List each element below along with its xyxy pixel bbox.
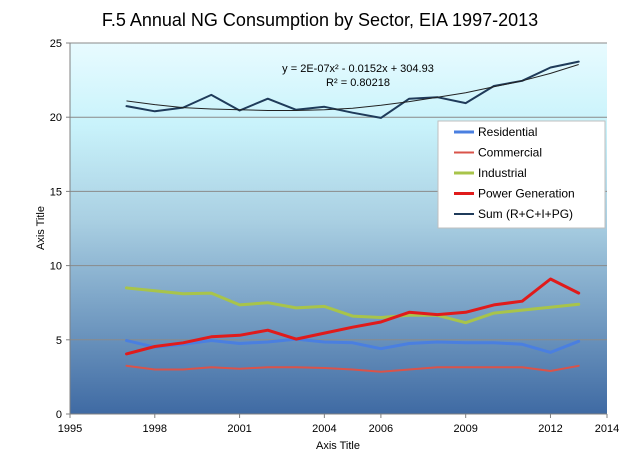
y-tick-label: 5 [56, 335, 62, 347]
trendline-group [126, 64, 579, 111]
legend-label: Residential [478, 125, 537, 139]
x-tick-label: 2001 [227, 423, 251, 435]
x-tick-label: 2004 [312, 423, 336, 435]
trendline-equation: y = 2E-07x² - 0.0152x + 304.93 [282, 63, 434, 75]
y-tick-label: 0 [56, 409, 62, 421]
legend-label: Industrial [478, 166, 527, 180]
legend-label: Commercial [478, 146, 542, 160]
series-line-industrial [125, 286, 581, 325]
legend-label: Power Generation [478, 187, 575, 201]
x-tick-label: 1998 [143, 423, 167, 435]
series-line-power-generation [125, 277, 581, 356]
series-line-sum-r-c-i-pg [125, 60, 580, 119]
series-lines [125, 60, 581, 373]
y-axis-title: Axis Title [35, 206, 47, 250]
y-tick-label: 25 [50, 38, 62, 50]
y-tick-label: 10 [50, 261, 62, 273]
x-tick-label: 2014 [595, 423, 619, 435]
chart-title: F.5 Annual NG Consumption by Sector, EIA… [102, 10, 538, 30]
trendline-r-squared: R² = 0.80218 [326, 77, 390, 89]
x-tick-label: 2006 [369, 423, 393, 435]
series-line-residential [125, 337, 581, 354]
legend-label: Sum (R+C+I+PG) [478, 207, 573, 221]
x-tick-label: 1995 [58, 423, 82, 435]
x-tick-label: 2009 [453, 423, 477, 435]
axes: 0 5 10 15 20 25 1995 1998 2001 2004 2006 2009 2012 20… [50, 38, 619, 435]
x-tick-label: 2012 [538, 423, 562, 435]
x-axis-title: Axis Title [316, 440, 360, 452]
y-tick-label: 15 [50, 186, 62, 198]
trendline [126, 64, 579, 111]
series-line-commercial [125, 364, 580, 373]
y-tick-label: 20 [50, 112, 62, 124]
legend: Residential Commercial Industrial Power Gen… [437, 120, 606, 229]
